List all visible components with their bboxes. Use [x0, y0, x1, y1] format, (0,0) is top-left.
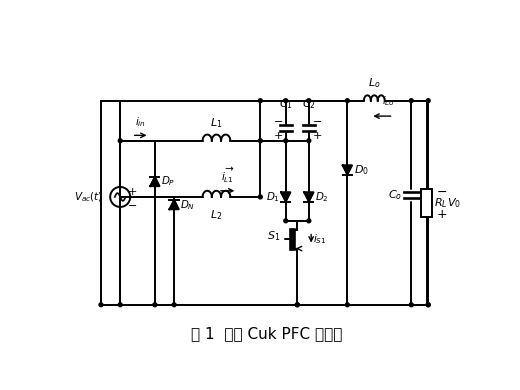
Text: $D_2$: $D_2$ [315, 190, 329, 204]
Text: $-$: $-$ [272, 115, 283, 125]
Polygon shape [150, 177, 160, 186]
Text: $\overrightarrow{i_{L1}}$: $\overrightarrow{i_{L1}}$ [221, 165, 235, 184]
Text: $i_{Lo}$: $i_{Lo}$ [382, 95, 395, 108]
Circle shape [258, 99, 262, 103]
Circle shape [118, 303, 122, 307]
Text: $+$: $+$ [272, 130, 283, 141]
Polygon shape [170, 200, 179, 209]
Circle shape [258, 139, 262, 143]
Text: $+$: $+$ [312, 130, 322, 141]
Text: $D_P$: $D_P$ [161, 175, 175, 188]
Circle shape [284, 139, 288, 143]
Text: $-$: $-$ [436, 185, 447, 198]
Circle shape [345, 99, 349, 103]
Text: $C_1$: $C_1$ [279, 97, 293, 111]
Text: $L_2$: $L_2$ [210, 208, 223, 222]
Text: $i_{S1}$: $i_{S1}$ [313, 232, 326, 246]
Circle shape [426, 303, 430, 307]
Text: $S_1$: $S_1$ [267, 229, 280, 243]
Bar [421, 189, 432, 217]
Circle shape [409, 303, 413, 307]
Text: 图 1  无桥 Cuk PFC 变换器: 图 1 无桥 Cuk PFC 变换器 [191, 326, 342, 341]
Text: $-$: $-$ [127, 199, 137, 209]
Circle shape [258, 195, 262, 199]
Text: $i_{in}$: $i_{in}$ [135, 115, 146, 129]
Circle shape [172, 303, 176, 307]
Text: $V_{ac}(t)$: $V_{ac}(t)$ [74, 190, 103, 204]
Text: $+$: $+$ [436, 208, 447, 221]
Circle shape [284, 99, 288, 103]
Circle shape [153, 303, 157, 307]
Circle shape [426, 99, 430, 103]
Text: $C_o$: $C_o$ [388, 188, 402, 202]
Circle shape [307, 139, 311, 143]
Circle shape [295, 303, 299, 307]
Circle shape [409, 99, 413, 103]
Circle shape [307, 99, 311, 103]
Text: $D_N$: $D_N$ [180, 198, 196, 211]
Polygon shape [343, 165, 352, 175]
Text: $+$: $+$ [127, 186, 137, 197]
Text: $R_L$: $R_L$ [434, 196, 448, 210]
Text: $C_2$: $C_2$ [302, 97, 316, 111]
Text: $-$: $-$ [312, 115, 322, 125]
Text: $L_o$: $L_o$ [368, 76, 381, 90]
Text: $D_1$: $D_1$ [266, 190, 280, 204]
Text: $D_0$: $D_0$ [354, 163, 369, 177]
Circle shape [118, 139, 122, 143]
Polygon shape [281, 192, 290, 202]
Circle shape [295, 303, 299, 307]
Text: $L_1$: $L_1$ [210, 116, 223, 130]
Circle shape [99, 303, 103, 307]
Circle shape [345, 303, 349, 307]
Text: $V_0$: $V_0$ [447, 196, 461, 210]
Circle shape [284, 219, 288, 223]
Circle shape [426, 303, 430, 307]
Circle shape [307, 219, 311, 223]
Polygon shape [304, 192, 314, 202]
